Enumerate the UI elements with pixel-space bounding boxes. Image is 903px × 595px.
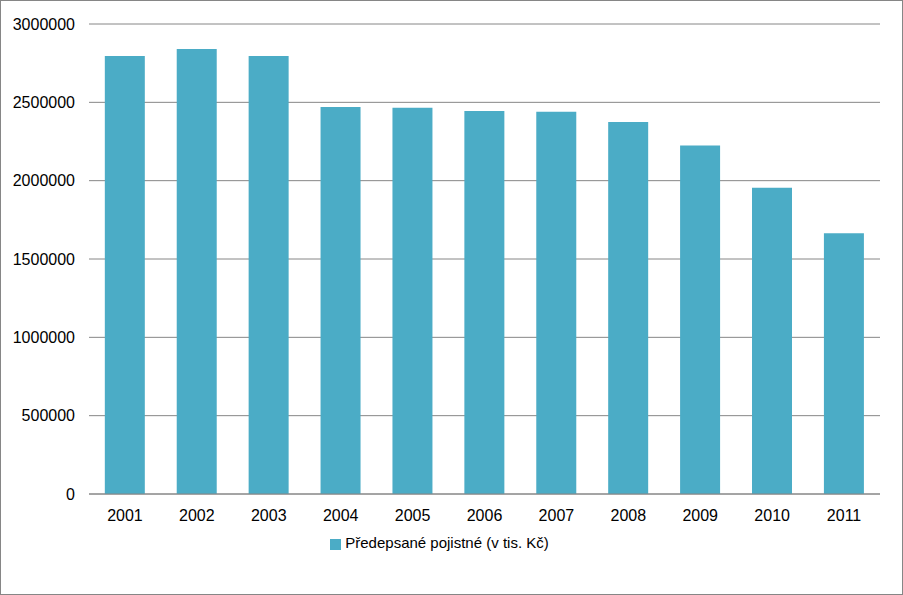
- svg-text:2000000: 2000000: [13, 172, 75, 189]
- svg-text:2006: 2006: [467, 507, 503, 524]
- svg-text:2005: 2005: [395, 507, 431, 524]
- svg-text:0: 0: [66, 486, 75, 503]
- svg-text:1000000: 1000000: [13, 329, 75, 346]
- svg-text:2011: 2011: [827, 507, 862, 524]
- svg-text:500000: 500000: [22, 407, 75, 424]
- svg-text:2010: 2010: [754, 507, 790, 524]
- svg-text:2009: 2009: [682, 507, 718, 524]
- svg-text:2007: 2007: [539, 507, 575, 524]
- svg-text:2001: 2001: [107, 507, 143, 524]
- svg-text:2500000: 2500000: [13, 94, 75, 111]
- svg-text:2002: 2002: [179, 507, 215, 524]
- html-text:Předepsané pojistné (v tis. Kč: Předepsané pojistné (v tis. Kč): [345, 534, 549, 551]
- svg-text:1500000: 1500000: [13, 251, 75, 268]
- svg-text:2008: 2008: [611, 507, 647, 524]
- svg-text:2003: 2003: [251, 507, 287, 524]
- svg-text:2004: 2004: [323, 507, 359, 524]
- svg-text:3000000: 3000000: [13, 16, 75, 33]
